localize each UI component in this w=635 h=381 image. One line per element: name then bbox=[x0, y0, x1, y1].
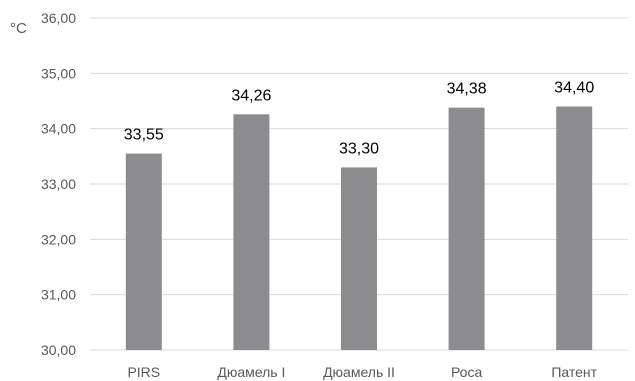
data-labels: 33,55 34,26 33,30 34,38 34,40 bbox=[124, 80, 595, 158]
x-category-label: Патент bbox=[551, 364, 597, 380]
data-label: 33,55 bbox=[124, 127, 164, 144]
x-category-label: Дюамель II bbox=[323, 364, 395, 380]
x-axis-category-labels: PIRS Дюамель I Дюамель II Роса Патент bbox=[127, 364, 597, 380]
x-category-label: Дюамель I bbox=[217, 364, 285, 380]
data-label: 34,26 bbox=[231, 87, 271, 104]
y-axis-unit-label: °C bbox=[10, 20, 27, 37]
bar bbox=[448, 107, 485, 350]
bars bbox=[125, 106, 593, 351]
x-category-label: PIRS bbox=[127, 364, 160, 380]
y-tick-label: 34,00 bbox=[41, 121, 76, 137]
data-label: 34,38 bbox=[447, 81, 487, 98]
bar bbox=[233, 114, 270, 350]
y-tick-label: 33,00 bbox=[41, 176, 76, 192]
y-tick-label: 32,00 bbox=[41, 231, 76, 247]
bar bbox=[125, 153, 162, 350]
y-tick-label: 35,00 bbox=[41, 65, 76, 81]
y-tick-label: 31,00 bbox=[41, 287, 76, 303]
data-label: 33,30 bbox=[339, 140, 379, 157]
y-axis-tick-labels: 30,00 31,00 32,00 33,00 34,00 35,00 36,00 bbox=[41, 10, 76, 358]
bar bbox=[556, 106, 593, 351]
y-tick-label: 30,00 bbox=[41, 342, 76, 358]
bar bbox=[341, 167, 377, 350]
x-category-label: Роса bbox=[451, 364, 483, 380]
data-label: 34,40 bbox=[554, 80, 594, 97]
y-tick-label: 36,00 bbox=[41, 10, 76, 26]
